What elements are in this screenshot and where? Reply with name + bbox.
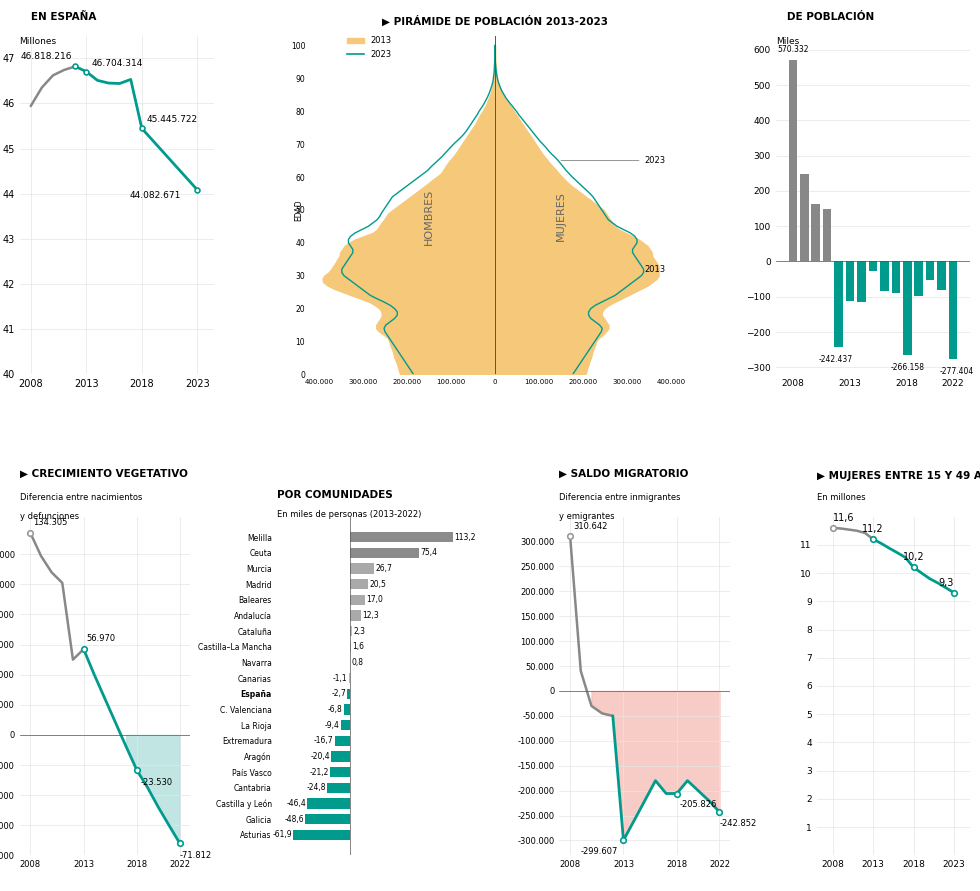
Text: 310.642: 310.642 [573, 522, 608, 531]
Text: 26,7: 26,7 [375, 564, 392, 573]
Text: -1,1: -1,1 [333, 674, 347, 683]
Bar [868, 261, 877, 271]
Text: POR COMUNIDADES: POR COMUNIDADES [276, 489, 392, 500]
Text: 46.818.216: 46.818.216 [21, 52, 72, 61]
Bar [350, 548, 418, 558]
Text: 134.305: 134.305 [33, 518, 68, 527]
Text: 45.445.722: 45.445.722 [146, 115, 197, 124]
Text: 2013: 2013 [645, 265, 665, 274]
Bar [350, 642, 351, 652]
Text: -205.826: -205.826 [680, 800, 717, 810]
Text: Miles: Miles [776, 37, 799, 46]
Text: 20,5: 20,5 [369, 580, 387, 589]
Bar [306, 814, 350, 824]
Text: 10,2: 10,2 [903, 552, 924, 562]
Text: -6,8: -6,8 [327, 705, 342, 714]
Bar [349, 673, 350, 683]
Text: EN ESPAÑA: EN ESPAÑA [20, 12, 96, 22]
Text: En miles de personas (2013-2022): En miles de personas (2013-2022) [276, 510, 421, 519]
Text: 75,4: 75,4 [420, 548, 437, 557]
Text: Diferencia entre nacimientos: Diferencia entre nacimientos [20, 493, 142, 502]
Text: -2,7: -2,7 [331, 690, 346, 699]
Bar [914, 261, 923, 296]
Bar [350, 594, 366, 605]
Bar [846, 261, 855, 301]
Bar [926, 261, 935, 280]
Text: -299.607: -299.607 [581, 847, 618, 856]
Bar [949, 261, 957, 359]
Text: -24,8: -24,8 [307, 783, 325, 792]
Text: -242.852: -242.852 [719, 819, 757, 828]
Bar [334, 736, 350, 746]
Text: y emigrantes: y emigrantes [560, 511, 615, 520]
Text: -277.404: -277.404 [940, 367, 973, 376]
Bar [350, 563, 374, 574]
Text: -16,7: -16,7 [314, 736, 333, 746]
Text: -266.158: -266.158 [890, 364, 924, 372]
Text: y defunciones: y defunciones [20, 511, 78, 520]
Text: 2,3: 2,3 [353, 626, 366, 635]
Bar [308, 798, 350, 809]
Text: EDAD: EDAD [295, 199, 304, 221]
Bar [327, 783, 350, 793]
Text: 2023: 2023 [561, 156, 665, 165]
Bar [823, 209, 831, 261]
Bar [341, 720, 350, 731]
Bar [350, 626, 352, 636]
Bar [892, 261, 901, 292]
Bar [331, 751, 350, 762]
Bar [347, 689, 350, 699]
Text: -21,2: -21,2 [310, 768, 329, 777]
Text: ▶ PIRÁMIDE DE POBLACIÓN 2013-2023: ▶ PIRÁMIDE DE POBLACIÓN 2013-2023 [382, 15, 608, 27]
Bar [350, 579, 368, 589]
Text: ▶ CRECIMIENTO VEGETATIVO: ▶ CRECIMIENTO VEGETATIVO [20, 470, 187, 479]
Text: ▶ MUJERES ENTRE 15 Y 49 AÑOS: ▶ MUJERES ENTRE 15 Y 49 AÑOS [816, 470, 980, 481]
Bar [880, 261, 889, 291]
Bar [937, 261, 946, 290]
Text: 570.332: 570.332 [777, 45, 808, 53]
Text: -23.530: -23.530 [140, 778, 172, 787]
Bar [293, 830, 350, 840]
Text: 11,6: 11,6 [833, 513, 855, 523]
Text: -61,9: -61,9 [272, 830, 292, 839]
Text: 0,8: 0,8 [352, 658, 364, 667]
Bar [344, 705, 350, 715]
Text: DE POBLACIÓN: DE POBLACIÓN [776, 12, 874, 22]
Bar [811, 204, 820, 261]
Text: -46,4: -46,4 [286, 799, 306, 808]
Bar [834, 261, 843, 347]
Text: 44.082.671: 44.082.671 [129, 191, 180, 200]
Text: HOMBRES: HOMBRES [424, 188, 434, 245]
Legend: 2013, 2023: 2013, 2023 [344, 33, 395, 61]
Text: -242.437: -242.437 [818, 355, 853, 364]
Text: -20,4: -20,4 [310, 752, 329, 761]
Text: 11,2: 11,2 [862, 524, 884, 534]
Bar [903, 261, 911, 356]
Text: ▶ SALDO MIGRATORIO: ▶ SALDO MIGRATORIO [560, 470, 689, 479]
Text: 113,2: 113,2 [455, 533, 476, 542]
Text: -9,4: -9,4 [325, 721, 340, 730]
Bar [800, 174, 808, 261]
Text: 9,3: 9,3 [939, 577, 954, 588]
Text: 46.704.314: 46.704.314 [92, 59, 143, 68]
Text: MUJERES: MUJERES [556, 192, 565, 241]
Text: 1,6: 1,6 [353, 642, 365, 651]
Bar [858, 261, 865, 302]
Bar [350, 610, 361, 620]
Text: -71.812: -71.812 [179, 851, 212, 860]
Bar [330, 767, 350, 777]
Text: 17,0: 17,0 [367, 595, 383, 604]
Bar [789, 61, 797, 261]
Text: 56.970: 56.970 [87, 634, 116, 643]
Bar [350, 532, 453, 543]
Text: Millones: Millones [20, 37, 57, 46]
Text: 12,3: 12,3 [363, 611, 379, 620]
Text: En millones: En millones [816, 493, 865, 502]
Text: -48,6: -48,6 [284, 814, 304, 823]
Text: Diferencia entre inmigrantes: Diferencia entre inmigrantes [560, 493, 681, 502]
